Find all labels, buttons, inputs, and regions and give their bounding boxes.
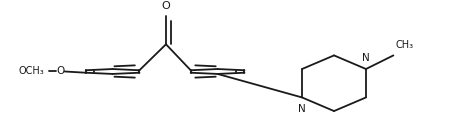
- Text: N: N: [298, 104, 306, 114]
- Text: O: O: [162, 1, 170, 11]
- Text: O: O: [56, 66, 65, 77]
- Text: OCH₃: OCH₃: [18, 66, 44, 77]
- Text: CH₃: CH₃: [396, 40, 414, 51]
- Text: N: N: [362, 53, 370, 63]
